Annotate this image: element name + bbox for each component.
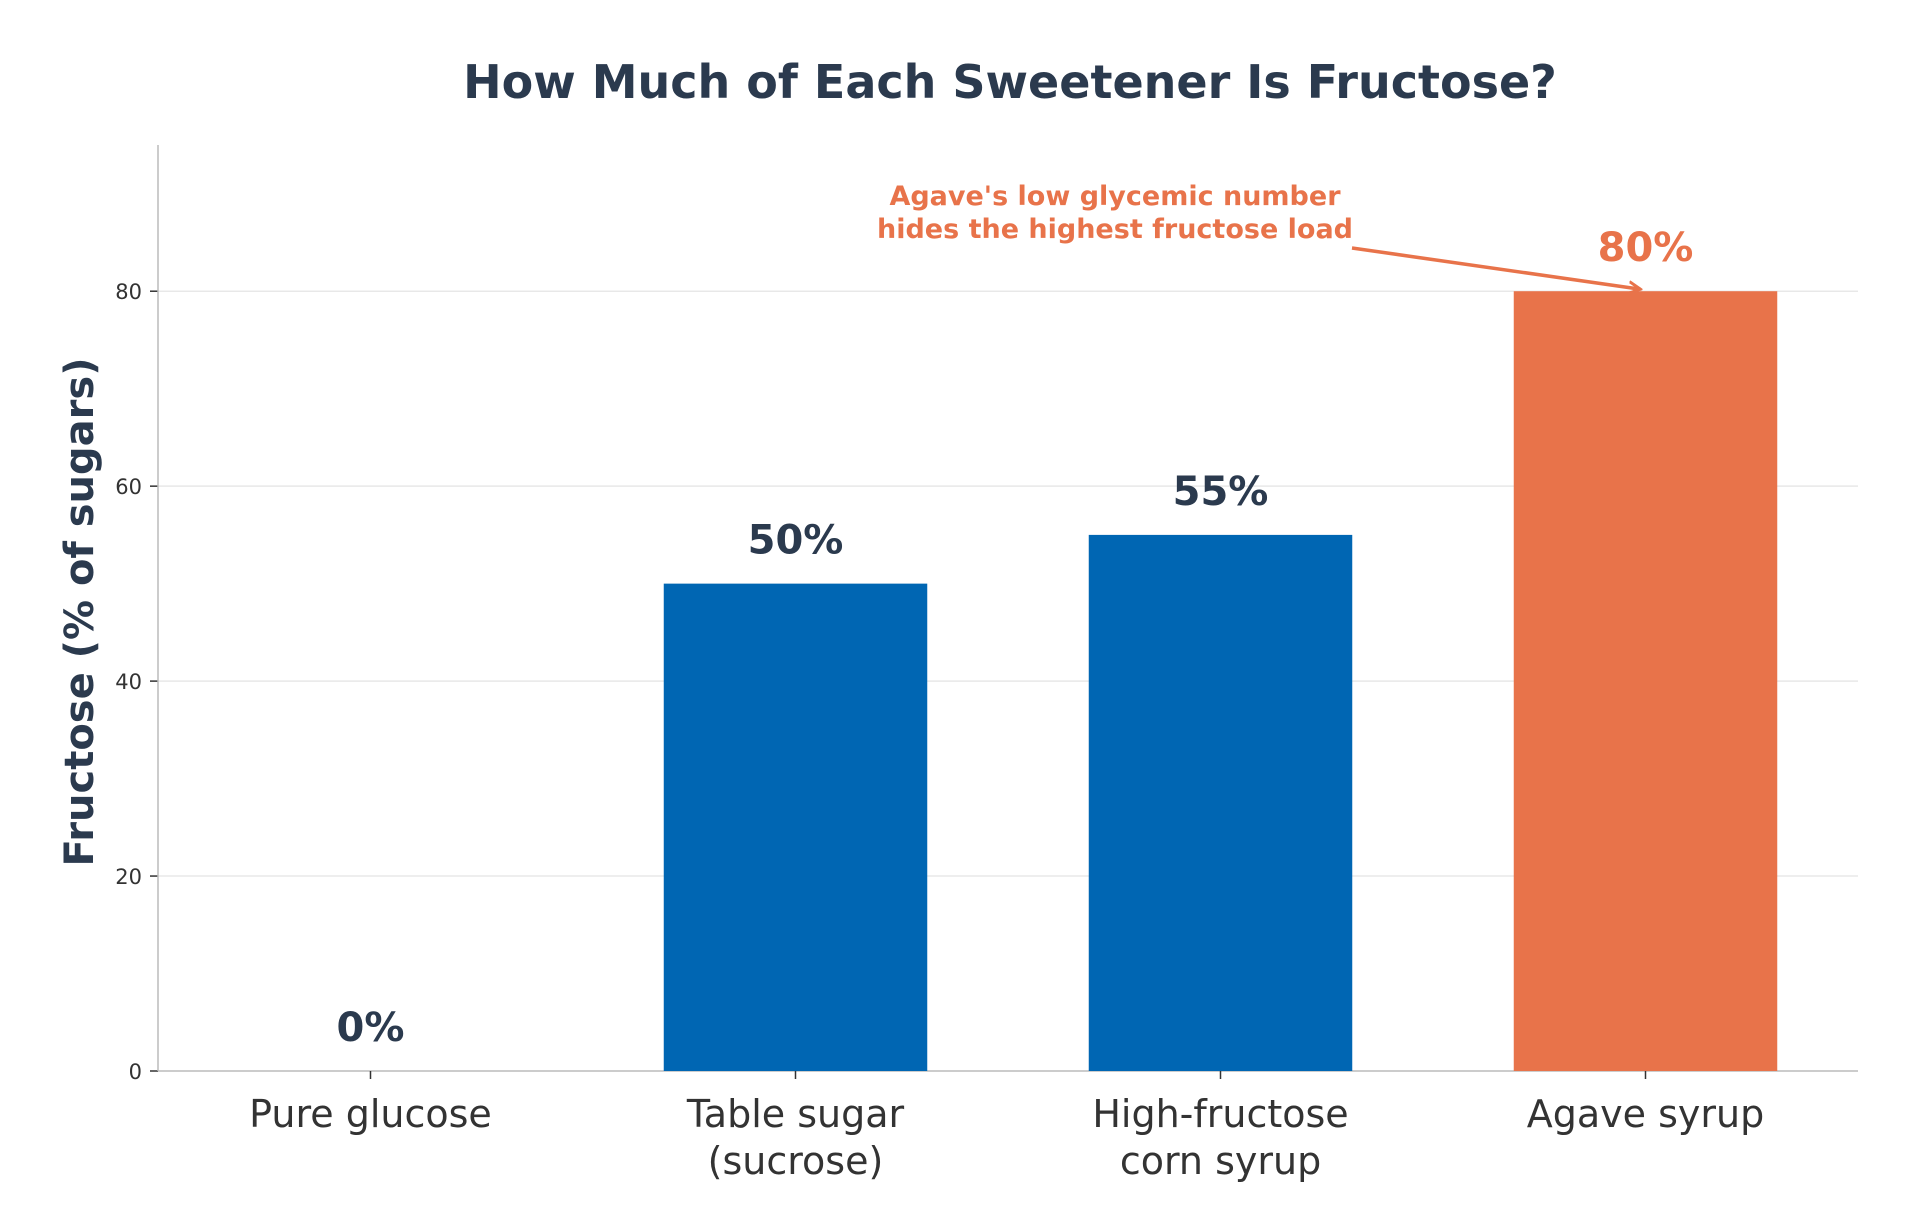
- y-tick-label-20: 20: [115, 865, 142, 889]
- x-tick-label-3: Agave syrup: [1527, 1092, 1764, 1136]
- annotation: Agave's low glycemic number hides the hig…: [877, 181, 1641, 289]
- x-tick-label-line: (sucrose): [708, 1139, 884, 1183]
- x-tick-label-0: Pure glucose: [249, 1092, 492, 1136]
- y-tick-label-60: 60: [115, 475, 142, 499]
- x-tick-label-2: High-fructose corn syrup: [1092, 1092, 1348, 1183]
- x-tick-label-line: High-fructose: [1092, 1092, 1348, 1136]
- x-tick-label-line: corn syrup: [1120, 1139, 1321, 1183]
- annotation-text: Agave's low glycemic number hides the hig…: [877, 181, 1353, 245]
- bars: [663, 291, 1778, 1071]
- x-tick-label-1: Table sugar (sucrose): [686, 1092, 905, 1183]
- x-tick-label-line: Pure glucose: [249, 1092, 492, 1136]
- x-tick-label-line: Table sugar: [686, 1092, 905, 1136]
- y-axis-label: Fructose (% of sugars): [57, 358, 103, 867]
- annotation-line: hides the highest fructose load: [877, 214, 1353, 245]
- bar-1: [663, 583, 928, 1071]
- annotation-arrow: [1351, 246, 1641, 289]
- y-tick-label-80: 80: [115, 280, 142, 304]
- y-tick-label-40: 40: [115, 670, 142, 694]
- annotation-line: Agave's low glycemic number: [889, 181, 1341, 212]
- bar-3: [1513, 291, 1778, 1071]
- data-label-3: 80%: [1598, 225, 1694, 271]
- data-labels: 0% 50% 55% 80%: [337, 225, 1694, 1051]
- y-tick-label-0: 0: [129, 1060, 142, 1084]
- x-tick-label-line: Agave syrup: [1527, 1092, 1764, 1136]
- chart-title: How Much of Each Sweetener Is Fructose?: [463, 55, 1557, 109]
- bar-2: [1088, 534, 1353, 1071]
- data-label-2: 55%: [1173, 469, 1269, 515]
- data-label-1: 50%: [748, 518, 844, 564]
- data-label-0: 0%: [337, 1005, 405, 1051]
